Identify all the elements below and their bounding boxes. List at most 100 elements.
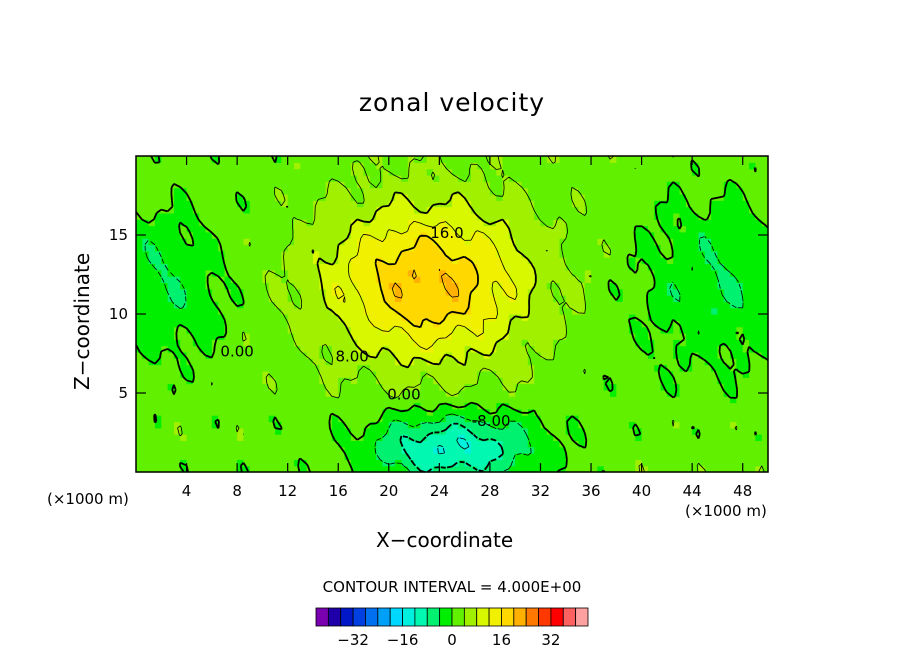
field-cell	[294, 402, 301, 410]
field-cell	[452, 301, 459, 309]
field-cell	[192, 206, 200, 214]
field-cell	[388, 440, 396, 448]
field-cell	[527, 174, 535, 182]
field-cell	[243, 307, 251, 315]
field-cell	[268, 168, 276, 176]
field-cell	[458, 389, 466, 397]
field-cell	[363, 250, 371, 258]
field-cell	[565, 219, 573, 227]
field-cell	[439, 181, 447, 189]
field-cell	[369, 320, 377, 328]
field-cell	[186, 206, 194, 214]
field-cell	[230, 250, 238, 258]
field-cell	[167, 238, 175, 246]
field-cell	[312, 364, 320, 372]
field-cell	[704, 282, 712, 290]
field-cell	[641, 282, 649, 290]
field-cell	[527, 263, 535, 271]
field-cell	[136, 168, 143, 176]
field-cell	[154, 168, 162, 176]
field-cell	[426, 288, 434, 296]
field-cell	[515, 332, 523, 340]
field-cell	[369, 174, 377, 182]
field-cell	[161, 396, 169, 404]
field-cell	[591, 244, 598, 252]
field-cell	[610, 396, 617, 404]
field-cell	[262, 276, 270, 283]
field-cell	[192, 370, 200, 378]
field-cell	[136, 446, 143, 454]
field-cell	[331, 181, 339, 189]
field-cell	[268, 415, 276, 423]
field-cell	[597, 314, 605, 321]
field-cell	[161, 421, 169, 429]
field-cell	[477, 307, 485, 315]
field-cell	[761, 351, 769, 359]
field-cell	[186, 415, 194, 423]
field-cell	[755, 345, 763, 353]
field-cell	[534, 332, 542, 340]
field-cell	[312, 301, 320, 309]
field-cell	[281, 434, 289, 441]
field-cell	[610, 168, 617, 176]
field-cell	[736, 377, 744, 385]
field-cell	[199, 320, 207, 328]
field-cell	[685, 288, 693, 296]
field-cell	[730, 421, 737, 429]
field-cell	[161, 301, 169, 309]
field-cell	[287, 250, 295, 258]
field-cell	[268, 370, 276, 378]
field-cell	[388, 389, 396, 397]
field-cell	[186, 345, 194, 353]
field-cell	[603, 162, 611, 170]
field-cell	[439, 282, 447, 290]
field-cell	[154, 415, 162, 423]
field-cell	[742, 288, 750, 296]
field-cell	[357, 440, 365, 448]
field-cell	[660, 301, 668, 309]
field-cell	[230, 383, 238, 391]
field-cell	[275, 402, 282, 410]
field-cell	[237, 193, 245, 201]
field-cell	[325, 377, 333, 385]
field-cell	[521, 415, 529, 423]
field-cell	[489, 225, 497, 233]
field-cell	[502, 364, 510, 372]
field-cell	[692, 263, 700, 271]
field-cell	[414, 231, 421, 239]
field-cell	[508, 219, 516, 227]
field-cell	[331, 244, 339, 252]
field-cell	[287, 206, 295, 214]
field-cell	[749, 263, 756, 271]
field-cell	[294, 200, 301, 208]
field-cell	[502, 212, 510, 220]
field-cell	[306, 244, 314, 252]
field-cell	[306, 440, 314, 448]
field-cell	[268, 174, 276, 182]
field-cell	[452, 269, 459, 277]
field-cell	[192, 269, 200, 277]
field-cell	[148, 339, 156, 347]
field-cell	[338, 295, 346, 302]
field-cell	[546, 269, 554, 277]
field-cell	[597, 244, 605, 252]
field-cell	[666, 174, 674, 182]
field-cell	[173, 282, 181, 290]
field-cell	[369, 206, 377, 214]
field-cell	[275, 320, 282, 328]
field-cell	[395, 168, 403, 176]
field-cell	[452, 276, 459, 283]
field-cell	[647, 174, 655, 182]
field-cell	[452, 370, 459, 378]
field-cell	[502, 307, 510, 315]
field-cell	[186, 314, 194, 321]
field-cell	[711, 206, 719, 214]
field-cell	[331, 200, 339, 208]
field-cell	[136, 434, 143, 441]
field-cell	[603, 320, 611, 328]
field-cell	[692, 314, 700, 321]
field-cell	[281, 156, 289, 163]
field-cell	[338, 162, 346, 170]
field-cell	[180, 181, 188, 189]
